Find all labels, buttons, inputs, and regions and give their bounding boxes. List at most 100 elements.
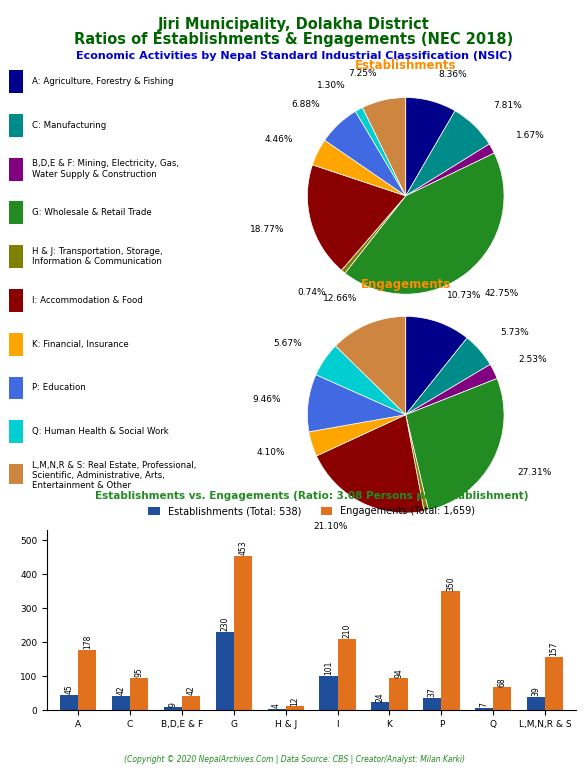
Text: L,M,N,R & S: Real Estate, Professional,
Scientific, Administrative, Arts,
Entert: L,M,N,R & S: Real Estate, Professional, … [32, 461, 197, 491]
Text: H & J: Transportation, Storage,
Information & Communication: H & J: Transportation, Storage, Informat… [32, 247, 163, 266]
Wedge shape [312, 141, 406, 196]
Title: Engagements: Engagements [360, 278, 451, 290]
Text: 2.53%: 2.53% [519, 355, 547, 364]
Bar [319, 676, 338, 710]
Text: G: Wholesale & Retail Trade: G: Wholesale & Retail Trade [32, 208, 152, 217]
Bar [545, 657, 563, 710]
Text: 27.31%: 27.31% [517, 468, 552, 478]
Wedge shape [406, 338, 490, 415]
Text: 12.66%: 12.66% [323, 294, 357, 303]
Text: 42.75%: 42.75% [485, 290, 519, 299]
Text: 0.72%: 0.72% [432, 533, 460, 542]
Bar [8, 201, 23, 224]
Text: 39: 39 [532, 687, 540, 697]
Bar [338, 639, 356, 710]
Text: Jiri Municipality, Dolakha District: Jiri Municipality, Dolakha District [158, 17, 430, 32]
Text: 94: 94 [394, 668, 403, 677]
Wedge shape [316, 415, 424, 513]
Bar [493, 687, 512, 710]
Bar [423, 698, 442, 710]
Wedge shape [316, 346, 406, 415]
Bar [268, 709, 286, 710]
Bar [8, 245, 23, 268]
Text: (Copyright © 2020 NepalArchives.Com | Data Source: CBS | Creator/Analyst: Milan : (Copyright © 2020 NepalArchives.Com | Da… [123, 755, 465, 764]
Text: 10.73%: 10.73% [447, 292, 482, 300]
Text: 24: 24 [376, 692, 385, 701]
Wedge shape [345, 153, 504, 294]
Text: 7: 7 [480, 703, 489, 707]
Bar [216, 632, 234, 710]
Wedge shape [406, 365, 497, 415]
Text: 9.46%: 9.46% [252, 395, 281, 404]
Bar [112, 696, 130, 710]
Text: 7.81%: 7.81% [493, 101, 522, 110]
Text: A: Agriculture, Forestry & Fishing: A: Agriculture, Forestry & Fishing [32, 77, 174, 86]
Bar [60, 695, 78, 710]
Wedge shape [325, 111, 406, 196]
Text: 350: 350 [446, 576, 455, 591]
Text: 18.77%: 18.77% [250, 225, 285, 233]
Bar [78, 650, 96, 710]
Bar [8, 157, 23, 180]
Text: 453: 453 [238, 541, 248, 555]
Text: Economic Activities by Nepal Standard Industrial Classification (NSIC): Economic Activities by Nepal Standard In… [76, 51, 512, 61]
Text: 21.10%: 21.10% [314, 522, 348, 531]
Wedge shape [406, 144, 495, 196]
Text: B,D,E & F: Mining, Electricity, Gas,
Water Supply & Construction: B,D,E & F: Mining, Electricity, Gas, Wat… [32, 160, 179, 179]
Wedge shape [406, 316, 467, 415]
Bar [8, 464, 23, 487]
Text: 7.25%: 7.25% [349, 69, 377, 78]
Text: Ratios of Establishments & Engagements (NEC 2018): Ratios of Establishments & Engagements (… [74, 32, 514, 48]
Text: 4.46%: 4.46% [265, 135, 293, 144]
Bar [130, 678, 148, 710]
Wedge shape [406, 415, 429, 511]
Title: Establishments: Establishments [355, 59, 456, 71]
Wedge shape [308, 165, 406, 270]
Text: 42: 42 [186, 686, 196, 695]
Bar [8, 420, 23, 443]
Text: 9: 9 [168, 702, 178, 707]
Text: 5.73%: 5.73% [500, 328, 529, 336]
Text: 210: 210 [342, 624, 351, 638]
Text: 0.74%: 0.74% [297, 289, 326, 297]
Text: C: Manufacturing: C: Manufacturing [32, 121, 106, 130]
Bar [286, 707, 304, 710]
Text: 230: 230 [220, 617, 229, 631]
Text: 42: 42 [116, 686, 125, 695]
Text: I: Accommodation & Food: I: Accommodation & Food [32, 296, 143, 305]
Wedge shape [308, 375, 406, 432]
Wedge shape [336, 316, 406, 415]
Text: P: Education: P: Education [32, 383, 86, 392]
Bar [8, 376, 23, 399]
Wedge shape [342, 196, 406, 273]
Text: K: Financial, Insurance: K: Financial, Insurance [32, 339, 129, 349]
Wedge shape [406, 379, 504, 511]
Wedge shape [406, 98, 455, 196]
Bar [8, 333, 23, 356]
Text: 6.88%: 6.88% [291, 100, 320, 108]
Legend: Establishments (Total: 538), Engagements (Total: 1,659): Establishments (Total: 538), Engagements… [145, 502, 479, 520]
Bar [182, 696, 200, 710]
Text: 68: 68 [498, 677, 507, 687]
Text: 5.67%: 5.67% [273, 339, 302, 349]
Bar [527, 697, 545, 710]
Title: Establishments vs. Engagements (Ratio: 3.08 Persons per Establishment): Establishments vs. Engagements (Ratio: 3… [95, 492, 529, 502]
Text: 45: 45 [65, 684, 74, 694]
Text: 4.10%: 4.10% [257, 448, 286, 457]
Text: Q: Human Health & Social Work: Q: Human Health & Social Work [32, 427, 169, 436]
Text: 157: 157 [550, 642, 559, 656]
Bar [234, 556, 252, 710]
Bar [8, 114, 23, 137]
Text: 95: 95 [135, 667, 143, 677]
Text: 12: 12 [290, 696, 299, 706]
Text: 1.30%: 1.30% [317, 81, 346, 90]
Wedge shape [355, 108, 406, 196]
Text: 37: 37 [427, 687, 437, 697]
Wedge shape [309, 415, 406, 456]
Bar [164, 707, 182, 710]
Text: 4: 4 [272, 703, 281, 708]
Text: 1.67%: 1.67% [516, 131, 544, 140]
Text: 8.36%: 8.36% [439, 70, 467, 79]
Wedge shape [406, 111, 489, 196]
Bar [442, 591, 459, 710]
